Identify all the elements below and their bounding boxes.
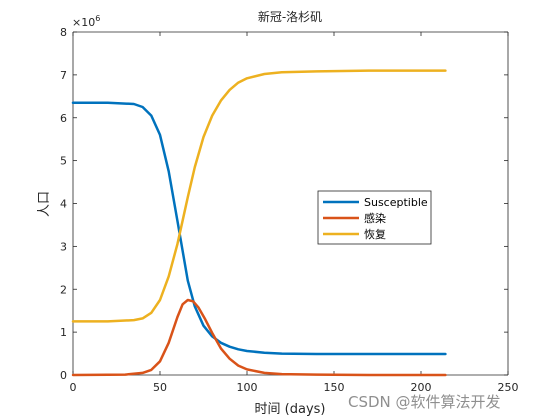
- series-line-1: [71, 298, 447, 377]
- series-line-2: [71, 69, 447, 323]
- series-line-0: [71, 101, 447, 356]
- x-tick-label: 150: [324, 381, 345, 394]
- y-tick-label: 3: [60, 240, 67, 253]
- y-tick-label: 0: [60, 369, 67, 382]
- y-exponent-label: ×106: [72, 14, 100, 29]
- y-tick-label: 2: [60, 283, 67, 296]
- x-tick-label: 0: [70, 381, 77, 394]
- x-axis-label: 时间 (days): [255, 402, 326, 417]
- watermark-text: CSDN @软件算法开发: [348, 393, 501, 411]
- x-tick-label: 250: [498, 381, 519, 394]
- legend-label-1: 感染: [364, 211, 386, 225]
- x-ticks: 0 50 100 150 200 250: [70, 32, 519, 394]
- plot-area: [73, 32, 508, 375]
- y-tick-label: 4: [60, 198, 67, 211]
- x-tick-label: 200: [411, 381, 432, 394]
- legend-label-0: Susceptible: [364, 196, 428, 209]
- y-tick-label: 5: [60, 155, 67, 168]
- x-tick-label: 100: [237, 381, 258, 394]
- y-ticks: 0 1 2 3 4 5 6 7 8: [60, 26, 508, 382]
- x-tick-label: 50: [153, 381, 167, 394]
- y-axis-label: 人口: [37, 191, 52, 217]
- y-tick-label: 6: [60, 112, 67, 125]
- y-tick-label: 8: [60, 26, 67, 39]
- y-tick-label: 1: [60, 326, 67, 339]
- y-tick-label: 7: [60, 69, 67, 82]
- legend-label-2: 恢复: [364, 227, 386, 241]
- series-lines: [71, 69, 447, 377]
- chart-title: 新冠-洛杉矶: [258, 9, 322, 24]
